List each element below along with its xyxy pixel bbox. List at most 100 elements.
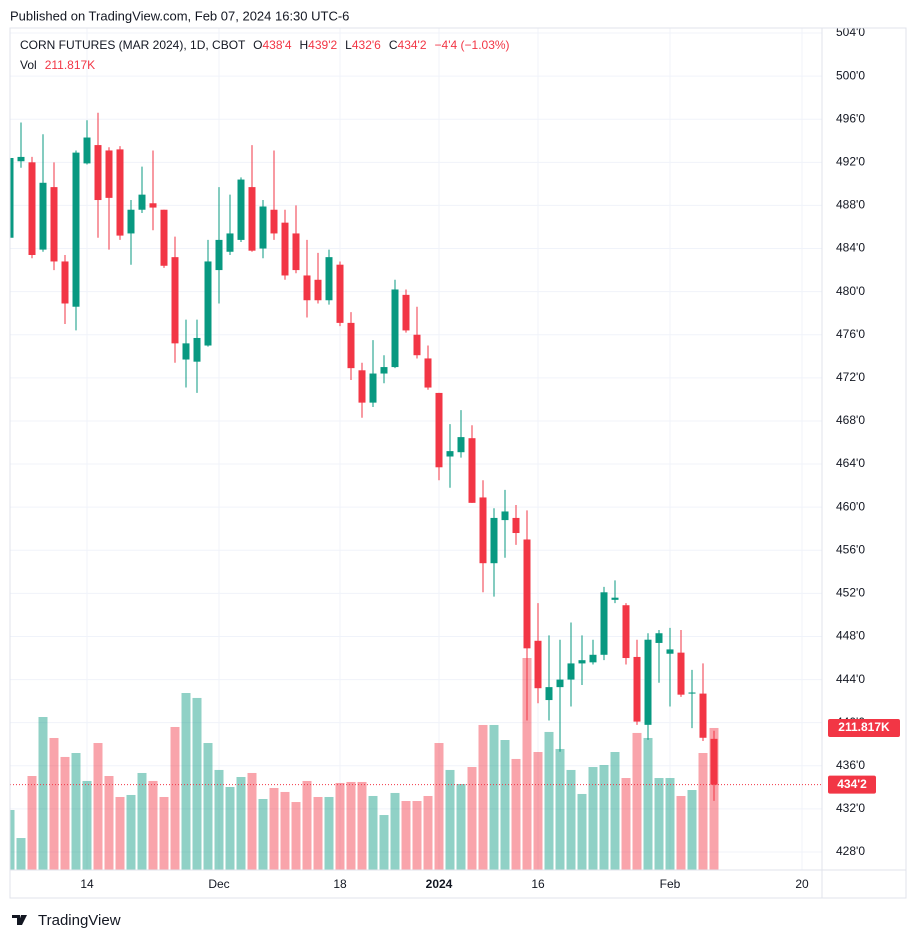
y-tick-label: 472'0 [836,370,865,384]
candle-body [204,261,212,346]
candle-body [424,358,432,388]
candle-body [534,640,542,689]
grid [10,28,822,870]
candle-body [644,639,652,725]
candle-body [94,145,102,201]
candle-body [446,451,454,457]
volume-legend: Vol 211.817K [20,58,95,72]
candle-body [248,187,256,251]
close-label: C [389,38,398,52]
candle-body [611,597,619,600]
candle-body [72,152,80,307]
candle-body [402,294,410,331]
candle-body [358,370,366,403]
candle-body [10,158,14,238]
volume-bar [599,765,609,870]
y-tick-label: 476'0 [836,327,865,341]
candle-body [303,275,311,301]
volume-bar [357,781,367,870]
y-tick-label: 484'0 [836,241,865,255]
volume-bar [148,780,158,870]
volume-bar [676,795,686,870]
y-tick-label: 432'0 [836,801,865,815]
volume-bar [159,796,169,870]
candle-body [116,149,124,236]
volume-bar [192,697,202,870]
y-tick-label: 460'0 [836,499,865,513]
volume-bar [93,743,103,870]
candle-body [523,539,531,649]
candle-body [655,633,663,643]
volume-bar [555,748,565,870]
candle-body [677,652,685,695]
x-tick-label: 16 [531,877,545,891]
volume-bar [115,796,125,870]
candle-body [578,660,586,664]
x-tick-label: Feb [660,877,681,891]
candle-body [127,209,135,234]
volume-bar [588,767,598,870]
volume-bar [665,778,675,870]
candle-body [215,239,223,271]
volume-bar [335,782,345,870]
volume-bar [577,793,587,870]
volume-bar [247,772,257,870]
candle-body [281,222,289,276]
candle-body [490,517,498,564]
volume-bar [511,758,521,870]
volume-bar [544,731,554,870]
volume-bar [467,767,477,870]
change: −4'4 (−1.03%) [435,38,510,52]
candle-body [237,179,245,240]
volume-pane [10,658,719,870]
volume-bar [632,732,642,870]
candle-body [512,517,520,534]
candle-body [325,257,333,301]
candle-body [138,194,146,210]
volume-bar [60,756,70,870]
volume-bar [610,751,620,870]
x-tick-label: 18 [333,877,347,891]
x-tick-label: 20 [795,877,809,891]
volume-bar [390,792,400,870]
candle-body [314,279,322,301]
volume-bar [643,737,653,870]
y-tick-label: 448'0 [836,629,865,643]
candle-body [600,592,608,655]
last-price-box [828,775,876,794]
volume-bar [566,769,576,870]
high: 439'2 [308,38,337,52]
y-tick-label: 492'0 [836,154,865,168]
volume-bar [302,780,312,870]
low-label: L [345,38,352,52]
candle-body [270,209,278,234]
volume-box [828,718,900,737]
volume-bar [49,737,59,870]
volume-bar [258,798,268,870]
candle-body [17,156,25,162]
candle-body [193,337,201,362]
y-tick-label: 444'0 [836,672,865,686]
legend-header: CORN FUTURES (MAR 2024), 1D, CBOT O438'4 H… [20,38,510,52]
volume-bar [412,801,422,870]
volume-bar [38,717,48,870]
candle-body [413,334,421,356]
volume-bar [27,776,37,870]
volume-bar [214,769,224,870]
candle-body [435,392,443,468]
low: 432'6 [352,38,381,52]
candle-body [61,261,69,304]
volume-bar [10,809,15,870]
y-tick-label: 500'0 [836,68,865,82]
candle-body [380,367,388,374]
y-tick-label: 464'0 [836,456,865,470]
candle-body [105,150,113,198]
volume-bar [269,788,279,870]
candle-body [39,182,47,250]
volume-bar [126,794,136,870]
volume-bar [324,796,334,870]
volume-bar [104,776,114,870]
volume-bar [137,772,147,870]
volume-bar [82,780,92,870]
candle-body [468,438,476,503]
